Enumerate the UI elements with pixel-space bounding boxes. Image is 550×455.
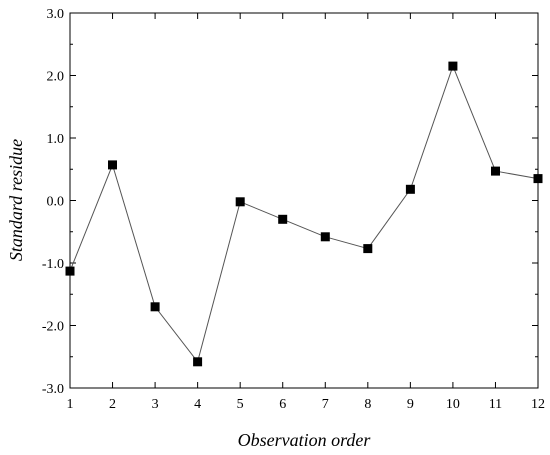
x-tick-label: 1: [67, 397, 74, 412]
data-point: [278, 214, 288, 224]
x-tick-label: 5: [237, 397, 244, 412]
y-tick-label: -1.0: [42, 257, 64, 272]
data-point: [108, 160, 117, 170]
data-point: [150, 302, 160, 312]
y-tick-label: 1.0: [47, 132, 65, 147]
data-point: [533, 174, 543, 184]
x-axis-title: Observation order: [238, 430, 372, 450]
data-points: [65, 61, 543, 367]
y-tick-label: 3.0: [47, 7, 65, 22]
data-point: [491, 166, 500, 176]
y-tick-label: -3.0: [42, 382, 64, 397]
plot-frame: [69, 12, 539, 389]
data-point: [320, 232, 330, 242]
x-tick-label: 2: [109, 397, 116, 412]
data-point: [448, 61, 458, 71]
y-tick-label: 0.0: [47, 195, 65, 210]
data-point: [363, 244, 373, 254]
x-tick-label: 9: [407, 397, 414, 412]
tick-labels: 1 2 3 4 5 6 7 8 9 10 11 12-3.0-2.0-1.00.01.02.03.0: [42, 7, 545, 412]
y-tick-label: 2.0: [47, 70, 65, 85]
x-tick-label: 10: [446, 397, 460, 412]
x-tick-label: 8: [364, 397, 371, 412]
x-tick-label: 6: [279, 397, 286, 412]
x-tick-label: 3: [152, 397, 159, 412]
x-tick-label: 12: [531, 397, 545, 412]
data-point: [193, 357, 203, 367]
x-tick-label: 4: [194, 397, 201, 412]
x-tick-label: 11: [489, 397, 502, 412]
y-tick-label: -2.0: [42, 320, 64, 335]
x-tick-label: 7: [322, 397, 329, 412]
axis-ticks: [69, 12, 539, 389]
series-line: [69, 64, 539, 363]
data-point: [65, 266, 75, 276]
series-line-group: [69, 64, 539, 363]
y-axis-title: Standard residue: [6, 139, 26, 261]
data-point: [405, 184, 415, 194]
data-point: [235, 197, 245, 207]
